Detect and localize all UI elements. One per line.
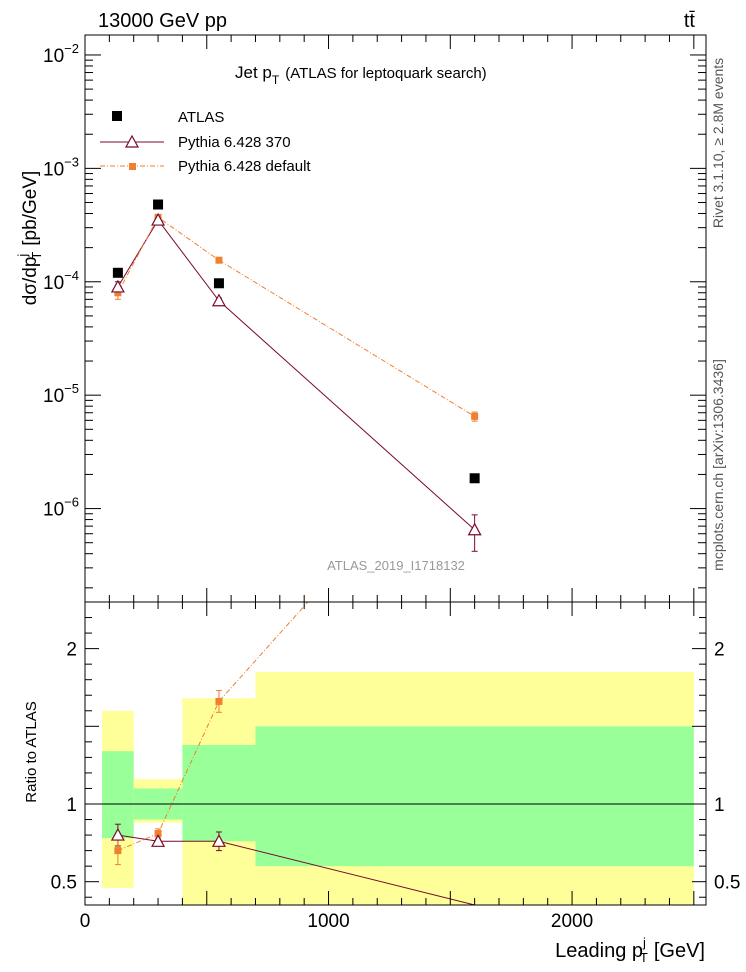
ratio-panel-frame <box>84 601 707 906</box>
y-tick-label: 10−6 <box>43 495 79 521</box>
y-tick-label: 10−2 <box>43 41 79 67</box>
legend-label-atlas: ATLAS <box>178 109 224 126</box>
data-point-pythia-370 <box>467 522 482 536</box>
ratio-line-pythia-370 <box>117 834 475 905</box>
x-tick-label: 2000 <box>551 911 593 932</box>
ratio-panel: 0 1000 2000 0.5 0.5 1 1 2 2 Ratio to ATLAS Leadi… <box>23 601 740 965</box>
mcplots-label: mcplots.cern.ch [arXiv:1306.3436] <box>710 359 726 571</box>
ratio-point-pythia-370 <box>151 834 166 847</box>
main-panel-series <box>110 199 482 552</box>
legend-label-pythia-370: Pythia 6.428 370 <box>178 134 291 151</box>
data-point-pythia-default <box>215 256 223 264</box>
y-tick-label: 10−4 <box>43 268 79 294</box>
y-tick-label: 10−5 <box>43 381 79 407</box>
x-tick-label: 0 <box>80 911 91 932</box>
legend-label-pythia-default: Pythia 6.428 default <box>178 158 311 175</box>
ratio-series-group <box>110 602 475 905</box>
main-panel: 10−6 10−5 10−4 10−3 10−2 Jet pT (ATLAS for le… <box>15 34 707 603</box>
data-point-pythia-370 <box>211 293 226 307</box>
ratio-tick-label-right: 2 <box>714 640 725 661</box>
data-point-pythia-370 <box>110 279 125 293</box>
ratio-bands <box>85 671 706 905</box>
series-line-pythia-default <box>117 216 475 417</box>
ratio-tick-label: 0.5 <box>51 873 77 894</box>
ratio-axis-label: Ratio to ATLAS <box>23 701 40 802</box>
legend-marker-pythia-370 <box>124 134 140 148</box>
data-point-pythia-default <box>471 412 479 420</box>
legend-marker-atlas <box>112 111 122 121</box>
x-axis-label: Leading pj T [GeV] <box>555 935 705 965</box>
uncertainty-band-stat <box>255 726 694 867</box>
legend-marker-pythia-default <box>129 163 136 170</box>
main-panel-ticks: 10−6 10−5 10−4 10−3 10−2 <box>43 35 706 602</box>
data-point-atlas <box>112 267 123 278</box>
uncertainty-band-stat <box>102 751 134 839</box>
uncertainty-band-stat <box>182 744 256 842</box>
data-point-atlas <box>153 199 164 210</box>
ratio-tick-label: 1 <box>66 795 77 816</box>
y-tick-label: 10−3 <box>43 154 79 180</box>
legend: ATLAS Pythia 6.428 370 Pythia 6.428 defa… <box>100 109 311 175</box>
y-axis-label: dσ/dpjT[pb/GeV] <box>15 171 44 306</box>
ratio-series <box>110 602 475 905</box>
ratio-point-pythia-default <box>154 830 162 838</box>
ratio-line-pythia-default <box>117 602 309 852</box>
series-line-pythia-370 <box>117 219 475 531</box>
chart-title: Jet pT (ATLAS for leptoquark search) <box>235 63 487 87</box>
x-tick-label: 1000 <box>307 911 349 932</box>
data-point-atlas <box>469 473 480 484</box>
ratio-point-pythia-370 <box>211 834 226 847</box>
ratio-point-pythia-default <box>114 847 122 855</box>
process-label: tt̄ <box>684 10 696 32</box>
rivet-version-label: Rivet 3.1.10, ≥ 2.8M events <box>710 58 726 228</box>
data-point-atlas <box>213 278 224 289</box>
energy-label: 13000 GeV pp <box>98 10 227 32</box>
analysis-id-label: ATLAS_2019_I1718132 <box>327 558 465 573</box>
ratio-point-pythia-default <box>215 697 223 705</box>
data-point-pythia-default <box>114 289 122 297</box>
ratio-panel-ticks: 0 1000 2000 0.5 0.5 1 1 2 2 <box>51 602 740 932</box>
ratio-tick-label-right: 0.5 <box>714 873 740 894</box>
ratio-tick-label: 2 <box>66 640 77 661</box>
data-point-pythia-370 <box>151 212 166 226</box>
ratio-tick-label-right: 1 <box>714 795 725 816</box>
ratio-point-pythia-370 <box>110 827 125 841</box>
